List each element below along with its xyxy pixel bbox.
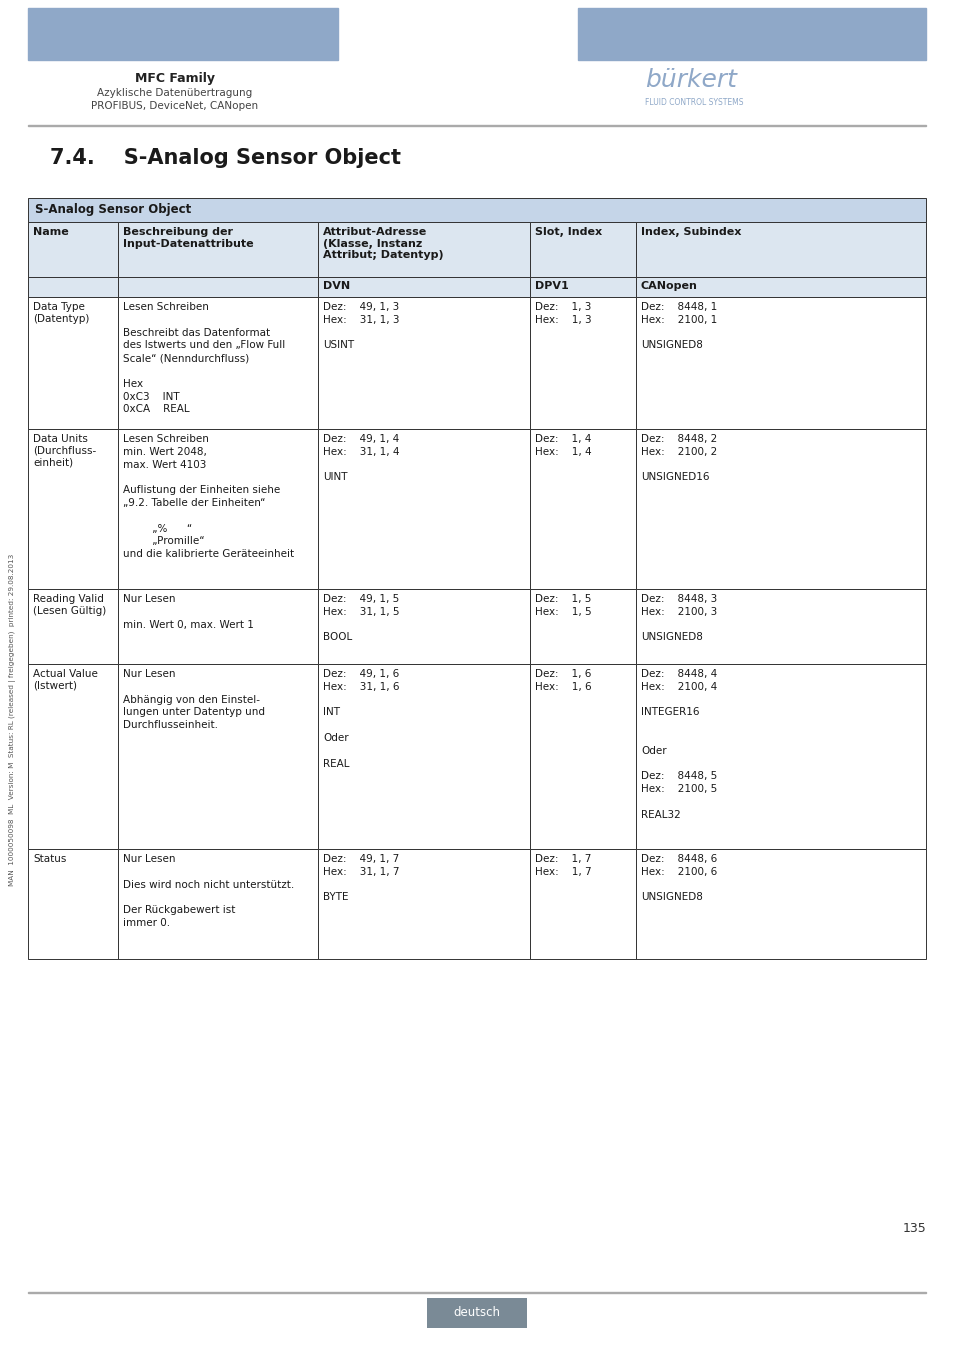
Bar: [28, 664, 118, 849]
Text: Dez:    1, 4
Hex:    1, 4: Dez: 1, 4 Hex: 1, 4: [535, 433, 591, 456]
Bar: [317, 277, 530, 297]
Bar: [636, 589, 925, 664]
Bar: [636, 664, 925, 849]
Bar: [636, 277, 925, 297]
Text: Dez:    1, 6
Hex:    1, 6: Dez: 1, 6 Hex: 1, 6: [535, 670, 591, 691]
Bar: [118, 589, 317, 664]
Text: Azyklische Datenübertragung: Azyklische Datenübertragung: [97, 88, 253, 99]
Text: Slot, Index: Slot, Index: [535, 227, 601, 238]
Text: DVN: DVN: [323, 281, 350, 292]
Bar: [317, 429, 530, 589]
Text: Dez:    1, 7
Hex:    1, 7: Dez: 1, 7 Hex: 1, 7: [535, 855, 591, 876]
Bar: [317, 589, 530, 664]
Bar: [118, 221, 317, 277]
Text: Data Units
(Durchfluss-
einheit): Data Units (Durchfluss- einheit): [33, 433, 96, 467]
Text: DPV1: DPV1: [535, 281, 568, 292]
Bar: [636, 297, 925, 429]
Text: Dez:    49, 1, 3
Hex:    31, 1, 3

USINT: Dez: 49, 1, 3 Hex: 31, 1, 3 USINT: [323, 302, 399, 351]
Bar: [636, 429, 925, 589]
Bar: [118, 664, 317, 849]
Bar: [317, 297, 530, 429]
Text: MFC Family: MFC Family: [135, 72, 214, 85]
Text: CANopen: CANopen: [640, 281, 698, 292]
Text: Attribut-Adresse
(Klasse, Instanz
Attribut; Datentyp): Attribut-Adresse (Klasse, Instanz Attrib…: [323, 227, 443, 261]
Text: Dez:    49, 1, 5
Hex:    31, 1, 5

BOOL: Dez: 49, 1, 5 Hex: 31, 1, 5 BOOL: [323, 594, 399, 643]
Text: bürkert: bürkert: [644, 68, 736, 92]
Bar: [530, 664, 636, 849]
Bar: [28, 849, 118, 958]
Text: deutsch: deutsch: [453, 1307, 500, 1319]
Bar: [28, 297, 118, 429]
Text: Dez:    49, 1, 7
Hex:    31, 1, 7

BYTE: Dez: 49, 1, 7 Hex: 31, 1, 7 BYTE: [323, 855, 399, 902]
Text: 7.4.    S-Analog Sensor Object: 7.4. S-Analog Sensor Object: [50, 148, 400, 167]
Text: Nur Lesen

Dies wird noch nicht unterstützt.

Der Rückgabewert ist
immer 0.: Nur Lesen Dies wird noch nicht unterstüt…: [123, 855, 294, 927]
Bar: [530, 297, 636, 429]
Bar: [530, 221, 636, 277]
Bar: [427, 1297, 526, 1328]
Bar: [530, 429, 636, 589]
Bar: [636, 221, 925, 277]
Text: Data Type
(Datentyp): Data Type (Datentyp): [33, 302, 90, 324]
Text: Beschreibung der
Input-Datenattribute: Beschreibung der Input-Datenattribute: [123, 227, 253, 248]
Bar: [317, 849, 530, 958]
Text: PROFIBUS, DeviceNet, CANopen: PROFIBUS, DeviceNet, CANopen: [91, 101, 258, 111]
Bar: [636, 849, 925, 958]
Bar: [530, 589, 636, 664]
Bar: [28, 221, 118, 277]
Bar: [28, 429, 118, 589]
Text: Dez:    49, 1, 6
Hex:    31, 1, 6

INT

Oder

REAL: Dez: 49, 1, 6 Hex: 31, 1, 6 INT Oder REA…: [323, 670, 399, 768]
Bar: [28, 277, 118, 297]
Bar: [118, 277, 317, 297]
Bar: [28, 8, 337, 59]
Text: Reading Valid
(Lesen Gültig): Reading Valid (Lesen Gültig): [33, 594, 106, 616]
Text: Lesen Schreiben

Beschreibt das Datenformat
des Istwerts und den „Flow Full
Scal: Lesen Schreiben Beschreibt das Datenform…: [123, 302, 285, 414]
Bar: [317, 664, 530, 849]
Bar: [28, 589, 118, 664]
Text: Dez:    8448, 4
Hex:    2100, 4

INTEGER16


Oder

Dez:    8448, 5
Hex:    2100,: Dez: 8448, 4 Hex: 2100, 4 INTEGER16 Oder…: [640, 670, 717, 819]
Text: Dez:    1, 3
Hex:    1, 3: Dez: 1, 3 Hex: 1, 3: [535, 302, 591, 325]
Text: FLUID CONTROL SYSTEMS: FLUID CONTROL SYSTEMS: [644, 99, 742, 107]
Text: S-Analog Sensor Object: S-Analog Sensor Object: [35, 202, 191, 216]
Text: Nur Lesen

Abhängig von den Einstel-
lungen unter Datentyp und
Durchflusseinheit: Nur Lesen Abhängig von den Einstel- lung…: [123, 670, 265, 730]
Bar: [118, 297, 317, 429]
Text: 135: 135: [902, 1222, 925, 1235]
Text: Lesen Schreiben
min. Wert 2048,
max. Wert 4103

Auflistung der Einheiten siehe
„: Lesen Schreiben min. Wert 2048, max. Wer…: [123, 433, 294, 559]
Bar: [530, 277, 636, 297]
Text: Dez:    49, 1, 4
Hex:    31, 1, 4

UINT: Dez: 49, 1, 4 Hex: 31, 1, 4 UINT: [323, 433, 399, 482]
Text: Dez:    8448, 2
Hex:    2100, 2

UNSIGNED16: Dez: 8448, 2 Hex: 2100, 2 UNSIGNED16: [640, 433, 717, 482]
Text: MAN  1000050098  ML  Version: M  Status: RL (released | freigegeben)  printed: 2: MAN 1000050098 ML Version: M Status: RL …: [10, 554, 16, 886]
Bar: [118, 849, 317, 958]
Text: Actual Value
(Istwert): Actual Value (Istwert): [33, 670, 98, 691]
Text: Dez:    8448, 3
Hex:    2100, 3

UNSIGNED8: Dez: 8448, 3 Hex: 2100, 3 UNSIGNED8: [640, 594, 717, 643]
Text: Nur Lesen

min. Wert 0, max. Wert 1: Nur Lesen min. Wert 0, max. Wert 1: [123, 594, 253, 629]
Text: Index, Subindex: Index, Subindex: [640, 227, 740, 238]
Bar: [578, 8, 925, 59]
Bar: [317, 221, 530, 277]
Text: Status: Status: [33, 855, 67, 864]
Text: Dez:    8448, 6
Hex:    2100, 6

UNSIGNED8: Dez: 8448, 6 Hex: 2100, 6 UNSIGNED8: [640, 855, 717, 902]
Bar: [118, 429, 317, 589]
Bar: [530, 849, 636, 958]
Bar: [28, 198, 925, 221]
Text: Dez:    1, 5
Hex:    1, 5: Dez: 1, 5 Hex: 1, 5: [535, 594, 591, 617]
Text: Dez:    8448, 1
Hex:    2100, 1

UNSIGNED8: Dez: 8448, 1 Hex: 2100, 1 UNSIGNED8: [640, 302, 717, 351]
Text: Name: Name: [33, 227, 69, 238]
